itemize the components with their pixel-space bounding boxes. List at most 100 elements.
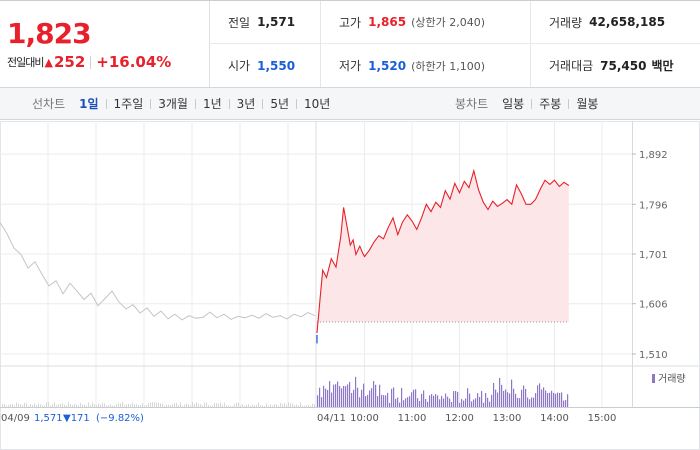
tab-weekly-candle[interactable]: 주봉 [539, 97, 562, 111]
volume-bar-previous [152, 402, 153, 407]
volume-bar [349, 381, 351, 407]
volume-bar-previous [210, 405, 211, 407]
volume-bar-previous [158, 403, 159, 407]
volume-bar-previous [84, 404, 85, 407]
volume-bar [355, 376, 357, 407]
volume-bar-previous [116, 404, 117, 407]
volume-bar [339, 386, 341, 407]
volume-bar-previous [274, 404, 275, 407]
volume-bar-previous [72, 405, 73, 407]
volume-bar [383, 395, 385, 407]
volume-bar [379, 384, 381, 407]
volume-bar-previous [242, 404, 243, 407]
volume-bar [465, 398, 467, 407]
amount-label: 거래대금 [549, 59, 594, 73]
tab-daily-candle[interactable]: 일봉 [502, 97, 525, 111]
volume-bar-previous [42, 405, 43, 407]
volume-bar-previous [218, 403, 219, 407]
candle-chart-tabs: 봉차트 일봉 주봉 월봉 [455, 88, 602, 119]
low-label: 저가 [339, 59, 362, 73]
volume-bar-previous [100, 404, 101, 407]
volume-bar [471, 401, 473, 407]
change-label: 전일대비 [7, 56, 44, 69]
tab-5year[interactable]: 5년 [270, 97, 290, 111]
volume-bar-previous [272, 405, 273, 407]
open-label: 시가 [228, 59, 251, 73]
volume-bar-previous [256, 404, 257, 407]
volume-bar-previous [108, 405, 109, 407]
volume-legend-swatch [652, 374, 655, 383]
volume-bar [509, 393, 511, 407]
volume-bar [461, 399, 463, 407]
volume-bar [535, 393, 537, 407]
volume-bar-previous [236, 402, 237, 407]
volume-bar [441, 396, 443, 407]
volume-bar-previous [234, 403, 235, 407]
y-tick-label: 1,796 [639, 200, 668, 211]
time-tick-label: 13:00 [493, 413, 522, 424]
volume-bar [561, 392, 563, 407]
tab-3year[interactable]: 3년 [236, 97, 256, 111]
tab-divider [105, 98, 107, 109]
volume-bar-previous [162, 403, 163, 407]
volume-bar-previous [24, 402, 25, 407]
tab-1week[interactable]: 1주일 [113, 97, 144, 111]
volume-bar [347, 384, 349, 407]
volume-value: 42,658,185 [589, 15, 666, 29]
volume-bar-previous [38, 403, 39, 407]
y-tick-label: 1,510 [639, 350, 668, 361]
volume-bar-previous [144, 405, 145, 407]
tab-3month[interactable]: 3개월 [158, 97, 188, 111]
volume-bar-previous [244, 405, 245, 407]
volume-bar-previous [22, 404, 23, 407]
volume-bar [545, 390, 547, 407]
volume-bar-previous [92, 402, 93, 407]
volume-bar-previous [214, 403, 215, 407]
volume-bar [527, 397, 529, 407]
volume-bar-previous [314, 404, 315, 407]
volume-bar-previous [40, 404, 41, 407]
volume-bar-previous [260, 405, 261, 407]
volume-bar [507, 392, 509, 407]
volume-bar [425, 399, 427, 407]
volume-bar-previous [196, 402, 197, 407]
volume-bar-previous [76, 404, 77, 407]
volume-bar [459, 402, 461, 407]
volume-bar-previous [296, 404, 297, 407]
volume-bar-previous [290, 403, 291, 407]
volume-bar-previous [30, 404, 31, 407]
volume-bar-previous [136, 404, 137, 407]
tab-divider [228, 98, 230, 109]
volume-bar [565, 400, 567, 407]
prev-date-label: 04/09 [1, 413, 30, 424]
volume-bar [449, 398, 451, 407]
tab-10year[interactable]: 10년 [304, 97, 331, 111]
line-chart-tabs: 선차트 1일 1주일 3개월 1년 3년 5년 10년 [32, 88, 334, 119]
volume-bar-previous [118, 403, 119, 407]
volume-bar [377, 396, 379, 407]
volume-bar-previous [276, 404, 277, 407]
volume-bar [409, 396, 411, 407]
volume-bar [375, 384, 377, 407]
volume-bar [489, 401, 491, 407]
volume-bar [463, 400, 465, 407]
tab-1year[interactable]: 1년 [202, 97, 222, 111]
open-value: 1,550 [257, 58, 296, 73]
volume-bar-previous [202, 405, 203, 407]
volume-bar [493, 382, 495, 407]
tab-monthly-candle[interactable]: 월봉 [576, 97, 599, 111]
volume-cell: 거래량 42,658,185 [530, 1, 700, 44]
volume-bar-previous [26, 403, 27, 407]
volume-bar-previous [52, 404, 53, 407]
volume-bar [323, 385, 325, 407]
volume-bar [405, 398, 407, 407]
volume-bar [357, 387, 359, 407]
volume-bar [333, 384, 335, 407]
tab-divider [531, 98, 533, 109]
volume-bar-previous [262, 405, 263, 407]
volume-bar-previous [184, 404, 185, 407]
volume-bar-previous [278, 405, 279, 407]
volume-bar-previous [310, 405, 311, 407]
tab-1day[interactable]: 1일 [79, 97, 99, 111]
volume-bar [363, 383, 365, 407]
